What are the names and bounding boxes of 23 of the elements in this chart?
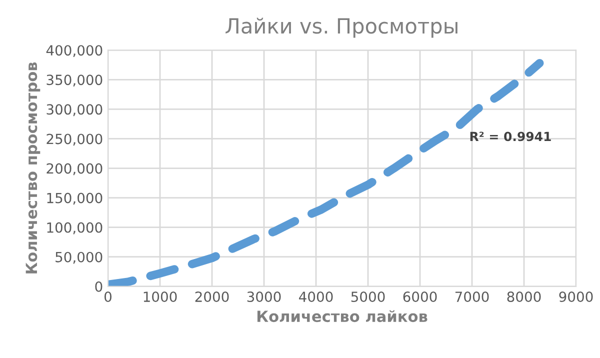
y-tick-label: 100,000 (47, 222, 102, 234)
x-tick-label: 3000 (247, 292, 281, 302)
annotation: R² = 0.9941 (470, 132, 551, 142)
y-tick-label: 400,000 (46, 45, 102, 58)
x-tick-label: 2000 (195, 292, 229, 302)
x-tick-label: 1000 (144, 292, 177, 302)
chart-title: Лайки vs. Просмотры (226, 18, 458, 38)
x-tick-label: 0 (104, 292, 112, 302)
x-tick-label: 8000 (507, 292, 541, 302)
x-tick-label: 7000 (455, 292, 489, 302)
x-tick-label: 5000 (351, 292, 385, 302)
y-tick-label: 250,000 (46, 134, 102, 146)
x-tick-label: 4000 (299, 292, 333, 302)
y-tick-label: 300,000 (46, 104, 102, 116)
x-tick-label: 9000 (559, 292, 593, 302)
y-tick-label: 0 (95, 281, 102, 292)
y-tick-label: 350,000 (46, 74, 102, 87)
x-tick-label: 6000 (403, 292, 437, 302)
x-axis-title: Количество лайков (257, 310, 428, 322)
y-tick-label: 50,000 (56, 252, 102, 264)
y-axis-title: Количество просмотров (26, 62, 40, 274)
y-tick-label: 150,000 (47, 192, 102, 205)
y-tick-label: 200,000 (46, 163, 102, 176)
